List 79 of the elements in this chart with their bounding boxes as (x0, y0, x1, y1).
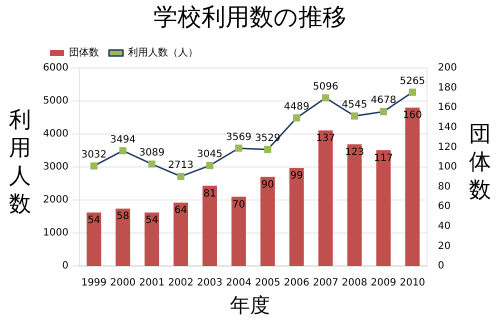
point (206, 162, 214, 170)
bar (260, 176, 275, 266)
x-axis-title: 年度 (229, 292, 271, 318)
y-tick-label: 5000 (42, 96, 68, 107)
y2-tick-label: 120 (438, 142, 458, 153)
bar (231, 196, 246, 266)
point (380, 108, 388, 116)
point (177, 172, 184, 180)
x-tick-label: 2002 (168, 278, 194, 289)
point (235, 144, 242, 152)
point (119, 147, 126, 154)
y2-tick-label: 180 (438, 82, 458, 94)
legend-label: 団体数 (69, 46, 99, 59)
y2-tick-label: 60 (438, 201, 451, 212)
point (350, 112, 358, 120)
data-label: 3045 (197, 149, 222, 160)
data-label: 81 (203, 188, 216, 200)
y2-tick-label: 20 (438, 240, 451, 252)
x-tick-label: 2009 (370, 278, 396, 289)
x-tick-label: 2010 (400, 278, 426, 289)
bar (289, 168, 304, 266)
chart-title: 学校利用数の推移 (152, 2, 348, 33)
y-tick-label: 0 (62, 260, 68, 272)
y2-tick-label: 40 (438, 220, 451, 232)
point (293, 114, 300, 122)
y2-tick-label: 160 (438, 102, 458, 114)
data-label: 3089 (139, 148, 165, 159)
y2-axis-title: 団体数 (468, 121, 492, 205)
x-tick-label: 2004 (226, 278, 252, 289)
bar (405, 108, 420, 266)
y2-tick-label: 100 (438, 162, 458, 173)
data-label: 90 (261, 179, 274, 190)
x-tick-label: 2006 (284, 278, 310, 289)
y2-tick-label: 200 (438, 62, 458, 74)
x-tick-label: 2005 (254, 278, 280, 289)
data-label: 5096 (312, 81, 338, 92)
y-tick-label: 6000 (42, 62, 68, 74)
data-label: 54 (88, 215, 100, 226)
point (264, 146, 272, 154)
data-label: 3569 (226, 132, 252, 143)
data-label: 64 (174, 205, 188, 216)
data-label: 4678 (370, 95, 396, 106)
y-tick-label: 2000 (42, 194, 68, 206)
data-label: 3032 (81, 150, 107, 161)
bar (144, 212, 160, 266)
y-tick-label: 1000 (42, 228, 68, 239)
data-label: 4489 (284, 101, 310, 112)
data-label: 5265 (400, 76, 426, 87)
y2-tick-label: 80 (438, 181, 451, 192)
data-label: 2713 (168, 160, 194, 172)
point (90, 162, 98, 170)
y-tick-label: 3000 (42, 162, 68, 173)
point (408, 88, 416, 96)
y-axis-title: 利用人数 (8, 107, 32, 219)
data-label: 99 (290, 170, 303, 182)
bar (86, 212, 102, 266)
x-tick-label: 2003 (197, 278, 222, 289)
x-tick-label: 2001 (139, 278, 165, 289)
bar (376, 150, 391, 266)
data-label: 54 (145, 215, 158, 226)
x-tick-label: 1999 (81, 278, 107, 289)
x-tick-label: 2000 (110, 278, 136, 289)
y-tick-label: 4000 (42, 128, 68, 140)
bar (174, 202, 188, 266)
y2-tick-label: 0 (438, 260, 444, 272)
data-label: 58 (116, 211, 130, 222)
bar (116, 208, 130, 266)
x-tick-label: 2007 (312, 278, 338, 289)
bar (318, 130, 333, 266)
point (148, 160, 156, 168)
bar (347, 144, 362, 266)
y2-tick-label: 140 (438, 122, 458, 133)
data-label: 3494 (110, 134, 136, 146)
data-label: 4545 (342, 100, 368, 111)
x-tick-label: 2008 (342, 278, 368, 289)
bar (202, 186, 217, 266)
point (322, 94, 330, 102)
legend-label: 利用人数（人） (128, 46, 198, 59)
data-label: 70 (232, 199, 246, 210)
